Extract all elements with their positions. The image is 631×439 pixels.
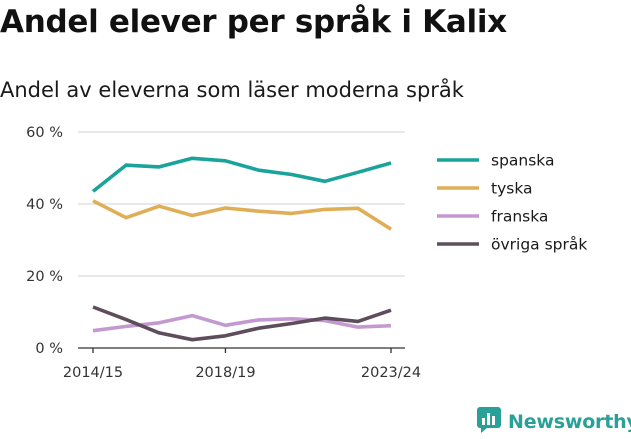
newsworthy-logo-text: Newsworthy	[508, 411, 631, 433]
x-tick-label: 2018/19	[195, 365, 255, 381]
newsworthy-logo: Newsworthy	[476, 406, 631, 438]
y-axis-tick-labels: 0 % 20 % 40 % 60 %	[26, 125, 63, 357]
x-tick-label: 2023/24	[361, 365, 421, 381]
x-tick-label: 2014/15	[63, 365, 123, 381]
y-tick-label: 40 %	[26, 197, 63, 213]
y-tick-label: 20 %	[26, 269, 63, 285]
y-tick-label: 0 %	[35, 341, 63, 357]
legend-label: franska	[491, 208, 548, 226]
series-line	[92, 305, 392, 342]
grid-lines	[78, 131, 405, 277]
y-tick-label: 60 %	[26, 125, 63, 141]
legend: spanska tyska franska övriga språk	[437, 152, 587, 254]
legend-label: tyska	[491, 180, 533, 198]
series-lines	[91, 156, 392, 342]
legend-label: spanska	[491, 152, 555, 170]
newsworthy-logo-icon	[476, 406, 502, 438]
series-line	[92, 199, 392, 231]
chart-title: Andel elever per språk i Kalix	[0, 4, 507, 40]
legend-label: övriga språk	[491, 236, 587, 254]
chart-subtitle: Andel av eleverna som läser moderna språ…	[0, 78, 464, 102]
x-axis-tick-labels: 2014/15 2018/19 2023/24	[63, 348, 421, 381]
series-line	[91, 156, 392, 193]
